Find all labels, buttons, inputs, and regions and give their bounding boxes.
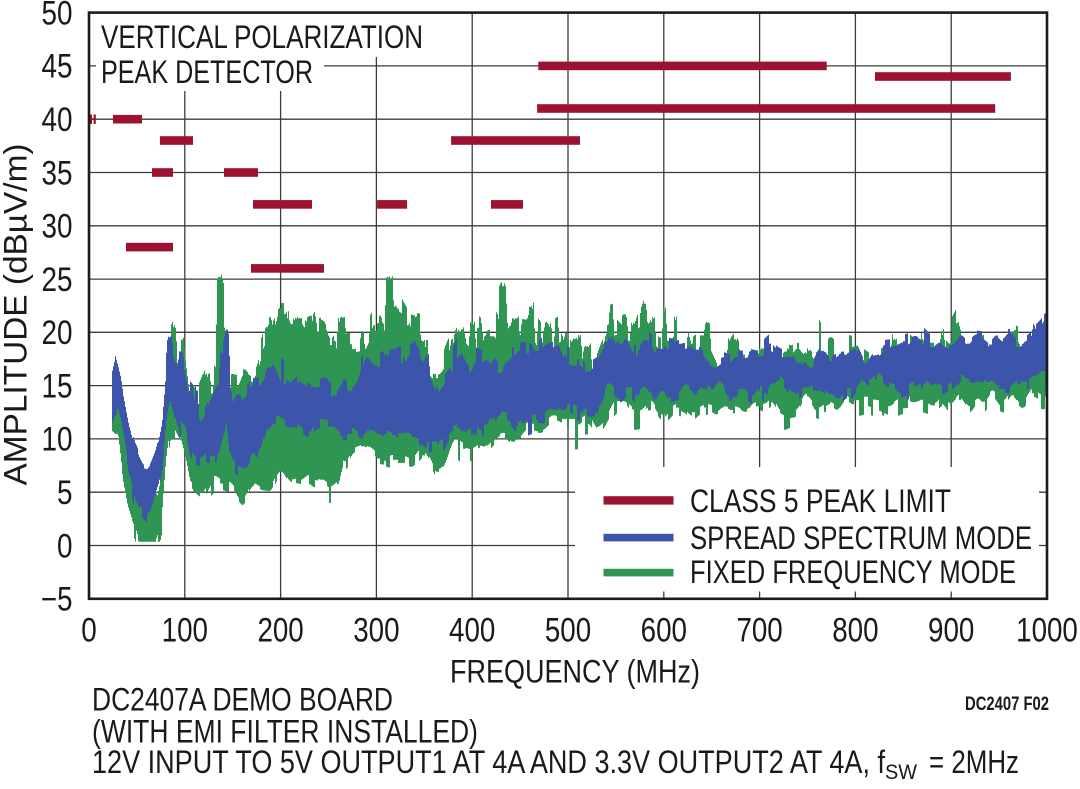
svg-text:600: 600	[641, 612, 687, 650]
svg-text:DC2407 F02: DC2407 F02	[965, 694, 1049, 715]
svg-text:50: 50	[42, 0, 73, 32]
svg-text:CLASS 5 PEAK LIMIT: CLASS 5 PEAK LIMIT	[690, 483, 951, 519]
svg-text:(WITH EMI FILTER INSTALLED): (WITH EMI FILTER INSTALLED)	[92, 714, 478, 750]
svg-text:FIXED FREQUENCY MODE: FIXED FREQUENCY MODE	[690, 554, 1016, 590]
svg-text:300: 300	[353, 612, 399, 650]
svg-text:SW: SW	[885, 761, 917, 784]
svg-text:25: 25	[42, 261, 73, 299]
svg-text:= 2MHz: = 2MHz	[929, 744, 1019, 780]
svg-text:700: 700	[736, 612, 782, 650]
svg-text:30: 30	[42, 208, 73, 246]
svg-text:12V INPUT TO 5V OUTPUT1 AT 4A: 12V INPUT TO 5V OUTPUT1 AT 4A AND 3.3V O…	[92, 744, 885, 780]
svg-text:100: 100	[162, 612, 208, 650]
svg-text:200: 200	[257, 612, 303, 650]
svg-text:45: 45	[42, 48, 73, 86]
svg-text:−5: −5	[41, 581, 73, 619]
svg-text:900: 900	[928, 612, 974, 650]
svg-text:15: 15	[42, 367, 73, 405]
svg-text:40: 40	[42, 101, 73, 139]
svg-text:5: 5	[57, 474, 73, 512]
svg-text:AMPLITUDE (dBµV/m): AMPLITUDE (dBµV/m)	[0, 144, 34, 486]
svg-text:35: 35	[42, 154, 73, 192]
svg-text:500: 500	[545, 612, 591, 650]
svg-text:0: 0	[57, 527, 73, 565]
svg-text:0: 0	[81, 612, 97, 650]
svg-text:20: 20	[42, 314, 73, 352]
svg-text:FREQUENCY (MHz): FREQUENCY (MHz)	[450, 654, 700, 690]
svg-text:DC2407A DEMO BOARD: DC2407A DEMO BOARD	[92, 681, 393, 717]
svg-text:VERTICAL POLARIZATION: VERTICAL POLARIZATION	[101, 19, 423, 55]
svg-text:10: 10	[42, 421, 73, 459]
svg-text:800: 800	[832, 612, 878, 650]
svg-text:1000: 1000	[1016, 612, 1078, 650]
svg-text:PEAK DETECTOR: PEAK DETECTOR	[101, 54, 313, 90]
svg-text:400: 400	[449, 612, 495, 650]
svg-text:SPREAD SPECTRUM MODE: SPREAD SPECTRUM MODE	[690, 520, 1032, 556]
